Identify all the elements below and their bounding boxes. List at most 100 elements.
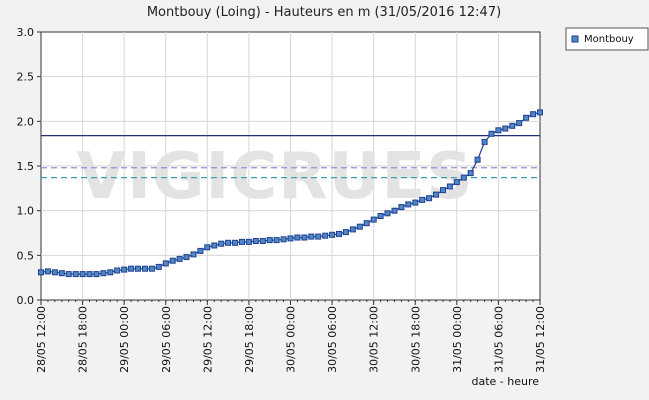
data-point [183, 254, 190, 261]
x-tick-label: 31/05 12:00 [534, 306, 547, 373]
legend: Montbouy [565, 27, 649, 51]
data-point [86, 271, 93, 278]
data-point [363, 220, 370, 227]
data-point [322, 232, 329, 239]
data-point [419, 196, 426, 203]
data-point [259, 238, 266, 244]
y-tick-label: 0.5 [17, 249, 35, 262]
data-point [162, 260, 169, 267]
x-axis-ticks: 28/05 12:00 28/05 18:00 29/05 00:00 29/05 0… [35, 300, 547, 373]
data-point [370, 216, 377, 223]
data-point [336, 230, 342, 237]
data-point [204, 244, 211, 251]
data-point [114, 267, 121, 274]
data-point [100, 270, 107, 277]
data-point [266, 237, 273, 244]
data-point [218, 240, 225, 247]
x-tick-label: 30/05 18:00 [409, 306, 422, 373]
data-point [280, 236, 287, 243]
data-point [384, 210, 391, 217]
data-point [391, 207, 398, 214]
data-point [398, 204, 405, 211]
data-point [467, 170, 474, 177]
data-point [225, 239, 232, 246]
data-point [176, 255, 183, 262]
data-point [460, 174, 467, 181]
data-point [516, 120, 523, 127]
data-point [72, 271, 79, 278]
data-point [453, 179, 460, 186]
data-point [121, 266, 128, 273]
data-point [495, 127, 502, 134]
data-point [107, 269, 114, 276]
legend-marker [571, 35, 579, 43]
chart-title: Montbouy (Loing) - Hauteurs en m (31/05/… [147, 5, 501, 20]
data-point [509, 122, 516, 129]
data-point [93, 271, 100, 278]
data-point [142, 265, 148, 272]
data-point [433, 191, 439, 198]
data-point [349, 226, 356, 233]
data-point [342, 229, 349, 236]
data-point [252, 238, 259, 244]
x-tick-label: 29/05 12:00 [201, 306, 214, 373]
data-point [135, 265, 141, 272]
data-point [79, 271, 86, 278]
data-point [426, 195, 433, 202]
data-point [405, 201, 412, 208]
y-tick-label: 3.0 [17, 26, 35, 39]
grid-lines [41, 32, 540, 300]
data-point [65, 271, 72, 278]
data-point [301, 234, 308, 241]
x-tick-label: 29/05 18:00 [243, 306, 256, 373]
data-point [211, 242, 218, 249]
data-point [537, 109, 543, 116]
x-tick-label: 30/05 00:00 [285, 306, 298, 373]
reference-lines [41, 135, 540, 179]
legend-label: Montbouy [584, 34, 634, 45]
x-tick-label: 30/05 12:00 [368, 306, 381, 373]
data-point [308, 233, 315, 240]
y-tick-label: 0.0 [17, 294, 35, 307]
legend-box [565, 27, 649, 51]
data-point [294, 234, 301, 241]
data-point [38, 269, 44, 276]
data-point [523, 114, 530, 121]
x-tick-label: 29/05 00:00 [118, 306, 131, 373]
data-point [58, 270, 65, 277]
data-point [51, 269, 58, 276]
data-point [197, 247, 204, 254]
data-point [169, 257, 176, 264]
x-axis-title: date - heure [471, 375, 539, 388]
data-point [148, 265, 155, 272]
data-point [488, 130, 495, 137]
data-point [232, 239, 239, 246]
data-point [440, 187, 446, 194]
data-point [128, 265, 135, 272]
data-point [474, 156, 481, 163]
data-point [190, 251, 197, 258]
data-point [239, 238, 245, 245]
y-tick-label: 2.0 [17, 115, 35, 128]
data-point [155, 263, 162, 270]
data-point [530, 111, 537, 118]
data-point [287, 235, 294, 242]
x-tick-label: 28/05 18:00 [77, 306, 90, 373]
y-tick-label: 1.0 [17, 205, 35, 218]
x-tick-label: 31/05 06:00 [492, 306, 505, 373]
data-point [44, 268, 51, 275]
data-point [315, 233, 322, 240]
data-point [481, 138, 488, 145]
data-point [245, 238, 252, 245]
x-tick-label: 29/05 06:00 [160, 306, 173, 373]
data-point [446, 183, 453, 190]
y-tick-label: 2.5 [17, 71, 35, 84]
y-axis-ticks: 0.0 0.5 1.0 1.5 2.0 2.5 3.0 [17, 26, 41, 307]
x-tick-label: 30/05 06:00 [326, 306, 339, 373]
x-tick-label: 28/05 12:00 [35, 306, 48, 373]
data-point [356, 223, 363, 230]
data-point [412, 199, 419, 206]
data-point [329, 231, 336, 238]
